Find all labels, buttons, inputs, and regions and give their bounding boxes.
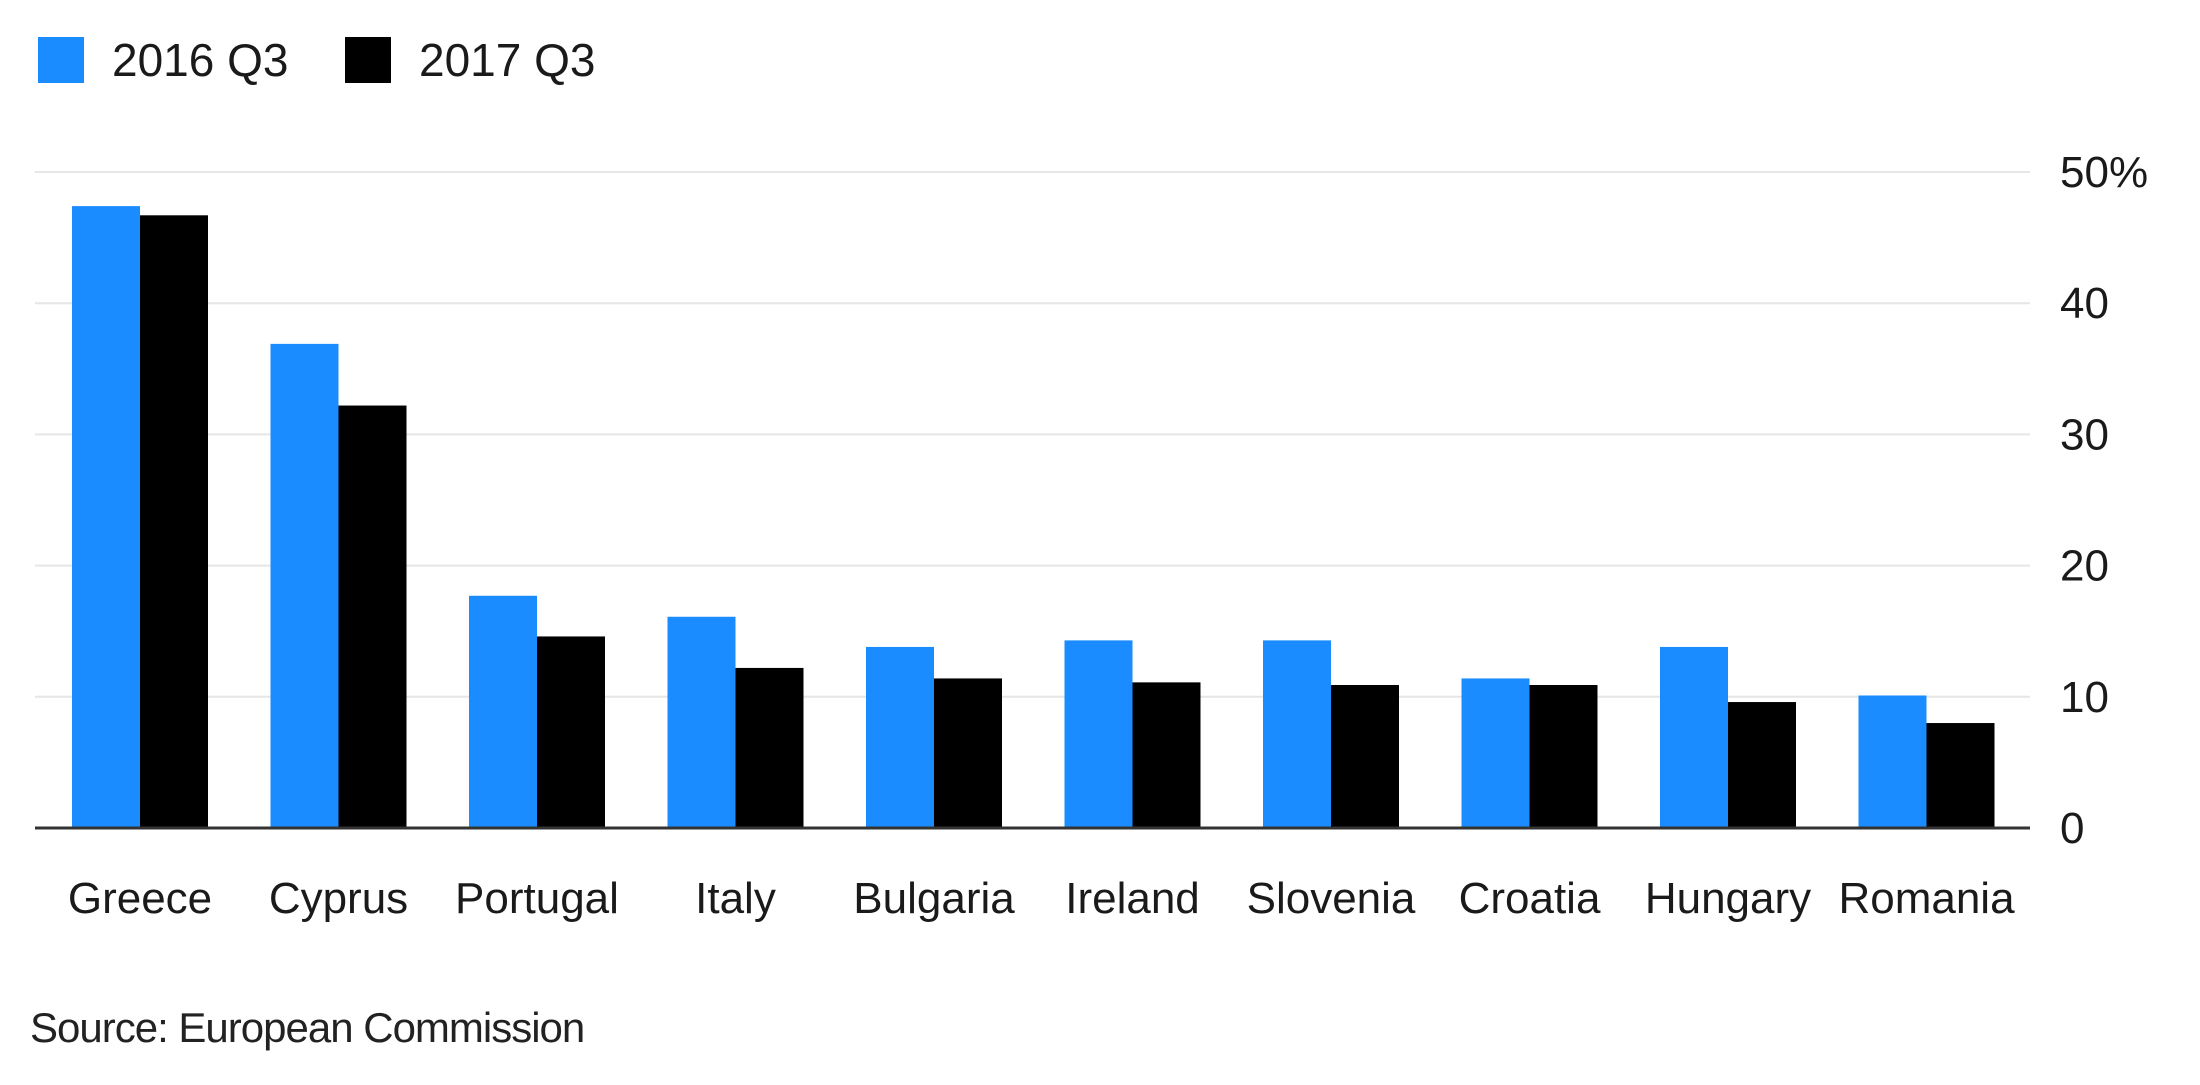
- bar-ireland-2016-q3: [1064, 640, 1133, 828]
- y-tick-label: 0: [2060, 804, 2084, 853]
- x-tick-label: Hungary: [1645, 874, 1811, 923]
- bar-bulgaria-2016-q3: [866, 646, 934, 828]
- bar-croatia-2017-q3: [1529, 684, 1598, 828]
- legend-label: 2016 Q3: [112, 34, 288, 86]
- y-axis-ticks: 0 10 20 30 40 50%: [2060, 148, 2148, 853]
- bar-hungary-2016-q3: [1660, 646, 1728, 828]
- x-tick-label: Cyprus: [269, 874, 408, 923]
- bar-cyprus-2016-q3: [270, 343, 339, 828]
- x-tick-label: Italy: [695, 874, 776, 923]
- bar-portugal-2017-q3: [537, 636, 605, 828]
- bar-romania-2017-q3: [1926, 723, 1995, 828]
- y-tick-label: 20: [2060, 542, 2109, 591]
- bar-greece-2016-q3: [72, 206, 140, 828]
- bar-ireland-2017-q3: [1132, 682, 1201, 828]
- bar-portugal-2016-q3: [469, 595, 537, 828]
- x-tick-label: Bulgaria: [853, 874, 1015, 923]
- y-tick-label: 10: [2060, 673, 2109, 722]
- bar-italy-2016-q3: [667, 616, 736, 828]
- bar-slovenia-2017-q3: [1331, 684, 1399, 828]
- x-tick-label: Croatia: [1459, 874, 1601, 923]
- legend-swatch: [345, 37, 391, 83]
- x-tick-label: Romania: [1838, 874, 2015, 923]
- bars: [72, 206, 1995, 828]
- bar-romania-2016-q3: [1858, 695, 1927, 828]
- x-tick-label: Slovenia: [1247, 874, 1416, 923]
- x-tick-label: Greece: [68, 874, 212, 923]
- x-tick-label: Portugal: [455, 874, 619, 923]
- y-tick-label: 30: [2060, 410, 2109, 459]
- x-axis-labels: Greece Cyprus Portugal Italy Bulgaria Ireland…: [68, 874, 2015, 923]
- source-note: Source: European Commission: [30, 1004, 584, 1051]
- y-tick-label: 50%: [2060, 148, 2148, 197]
- legend-swatch: [38, 37, 84, 83]
- legend-label: 2017 Q3: [419, 34, 595, 86]
- bar-cyprus-2017-q3: [338, 405, 407, 828]
- x-tick-label: Ireland: [1065, 874, 1200, 923]
- bar-italy-2017-q3: [735, 667, 804, 828]
- bar-hungary-2017-q3: [1728, 702, 1796, 828]
- bar-greece-2017-q3: [140, 215, 208, 828]
- bar-croatia-2016-q3: [1461, 678, 1530, 828]
- legend: 2016 Q3 2017 Q3: [38, 34, 595, 86]
- y-tick-label: 40: [2060, 279, 2109, 328]
- bar-slovenia-2016-q3: [1263, 640, 1331, 828]
- bar-bulgaria-2017-q3: [934, 678, 1002, 828]
